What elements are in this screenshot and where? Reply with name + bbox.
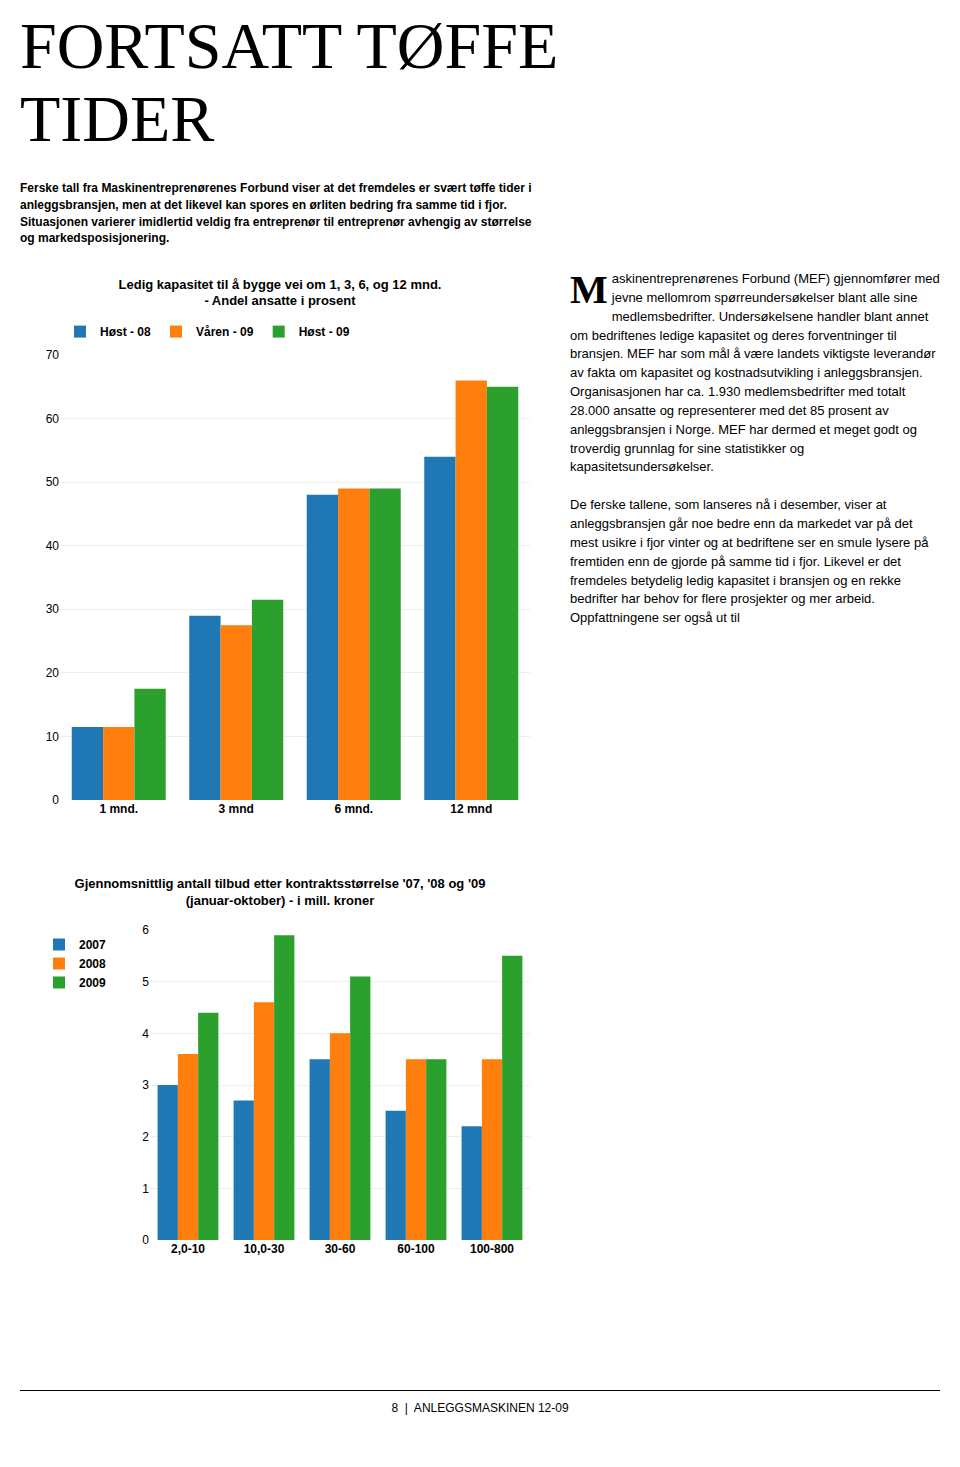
svg-text:2: 2 (142, 1130, 149, 1144)
svg-text:2008: 2008 (79, 957, 106, 971)
svg-text:30: 30 (46, 602, 60, 616)
svg-text:3 mnd: 3 mnd (219, 802, 254, 816)
svg-text:60-100: 60-100 (397, 1242, 435, 1256)
svg-text:0: 0 (52, 793, 59, 807)
svg-text:Gjennomsnittlig antall tilbud: Gjennomsnittlig antall tilbud etter kont… (75, 876, 486, 908)
svg-text:30-60: 30-60 (325, 1242, 356, 1256)
svg-text:12 mnd: 12 mnd (450, 802, 492, 816)
svg-text:2007: 2007 (79, 938, 106, 952)
svg-text:10,0-30: 10,0-30 (244, 1242, 285, 1256)
html-text:askinentreprenørenes Forbund (: askinentreprenørenes Forbund (MEF) gjenn… (570, 271, 944, 626)
svg-text:0: 0 (142, 1233, 149, 1247)
svg-text:Ledig kapasitet til å bygge ve: Ledig kapasitet til å bygge vei om 1, 3,… (119, 277, 442, 309)
html-text:FORTSATT TØFFE: FORTSATT TØFFE (20, 9, 559, 82)
svg-text:5: 5 (142, 975, 149, 989)
svg-text:2,0-10: 2,0-10 (171, 1242, 205, 1256)
svg-text:100-800: 100-800 (470, 1242, 514, 1256)
svg-text:1: 1 (142, 1182, 149, 1196)
html-text:8 | ANLEGGSMASKINEN 12-09: 8 | ANLEGGSMASKINEN 12-09 (391, 1401, 569, 1415)
svg-text:Høst - 09: Høst - 09 (299, 325, 350, 339)
svg-text:Høst - 08: Høst - 08 (100, 325, 151, 339)
html-text:TIDER: TIDER (20, 81, 215, 155)
svg-text:70: 70 (46, 348, 60, 362)
svg-text:40: 40 (46, 539, 60, 553)
svg-text:20: 20 (46, 666, 60, 680)
svg-text:6 mnd.: 6 mnd. (334, 802, 373, 816)
svg-text:Våren - 09: Våren - 09 (196, 325, 254, 339)
svg-text:10: 10 (46, 730, 60, 744)
svg-text:60: 60 (46, 412, 60, 426)
html-text:Ferske tall fra Maskinentrepre: Ferske tall fra Maskinentreprenørenes Fo… (20, 181, 532, 246)
html-text:M: M (570, 267, 608, 312)
svg-text:2009: 2009 (79, 976, 106, 990)
svg-text:1 mnd.: 1 mnd. (99, 802, 138, 816)
svg-text:50: 50 (46, 475, 60, 489)
svg-text:6: 6 (142, 923, 149, 937)
svg-text:3: 3 (142, 1078, 149, 1092)
svg-text:4: 4 (142, 1027, 149, 1041)
